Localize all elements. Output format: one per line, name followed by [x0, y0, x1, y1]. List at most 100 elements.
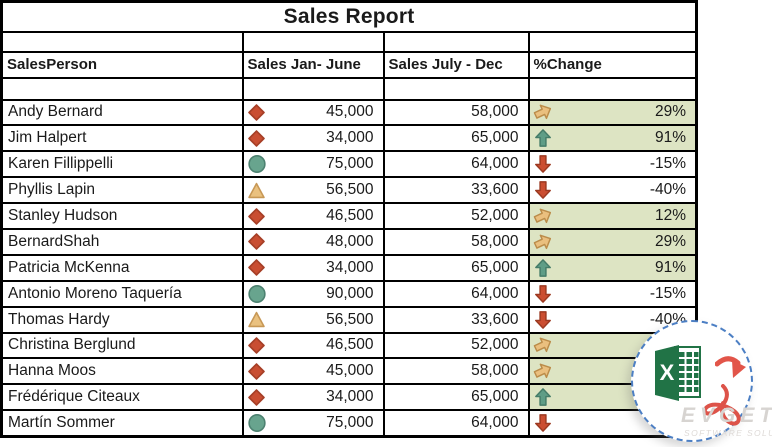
jan-june-value: 56,500 [326, 181, 374, 199]
july-dec-value: 58,000 [382, 227, 530, 256]
table-row: Patricia McKenna 34,000 65,000 91% [0, 253, 698, 282]
jan-june-value: 56,500 [326, 310, 374, 328]
diamond-icon [247, 388, 265, 406]
jan-june-value: 90,000 [326, 284, 374, 302]
spacer-cell [382, 30, 530, 53]
jan-june-value: 34,000 [326, 258, 374, 276]
table-row: Karen Fillippelli 75,000 64,000 -15% [0, 150, 698, 179]
july-dec-value: 58,000 [382, 98, 530, 127]
salesperson-name: Hanna Moos [0, 357, 244, 386]
change-value: 12% [654, 336, 686, 354]
arrow-up-icon [534, 388, 552, 407]
salesperson-name: Thomas Hardy [0, 305, 244, 334]
diamond-icon [247, 259, 265, 277]
salesperson-name: Frédérique Citeaux [0, 383, 244, 412]
spacer-cell [382, 76, 530, 101]
triangle-icon [247, 182, 265, 199]
circle-icon [247, 413, 266, 432]
table-row: Christina Berglund 46,500 52,000 12% [0, 331, 698, 360]
july-dec-value: 64,000 [382, 279, 530, 308]
july-dec-value: 65,000 [382, 124, 530, 153]
table-row: Thomas Hardy 56,500 33,600 -40% [0, 305, 698, 334]
jan-june-value: 34,000 [326, 129, 374, 147]
table-row: Antonio Moreno Taquería 90,000 64,000 -1… [0, 279, 698, 308]
july-dec-value: 33,600 [382, 305, 530, 334]
change-value: -15% [649, 413, 686, 431]
spacer-cell [241, 30, 385, 53]
table-row: Hanna Moos 45,000 58,000 29% [0, 357, 698, 386]
change-value: 91% [654, 388, 686, 406]
spacer-cell [527, 30, 698, 53]
spacer-row [0, 76, 698, 101]
arrow-down-icon [534, 155, 552, 174]
table-row: Andy Bernard 45,000 58,000 29% [0, 98, 698, 127]
arrow-down-icon [534, 284, 552, 303]
change-value: 12% [654, 207, 686, 224]
diamond-icon [247, 130, 265, 147]
july-dec-value: 52,000 [382, 331, 530, 360]
salesperson-name: Martín Sommer [0, 409, 244, 438]
circle-icon [247, 155, 266, 174]
spacer-cell [0, 30, 244, 53]
salesperson-name: Jim Halpert [0, 124, 244, 153]
column-header-jan-june: Sales Jan- June [241, 50, 385, 79]
salesperson-name: Andy Bernard [0, 98, 244, 127]
table-row: Jim Halpert 34,000 65,000 91% [0, 124, 698, 153]
salesperson-name: BernardShah [0, 227, 244, 256]
arrow-flat-icon [533, 362, 552, 380]
table-row: Stanley Hudson 46,500 52,000 12% [0, 202, 698, 230]
title-row: Sales Report [0, 0, 698, 33]
july-dec-value: 65,000 [382, 253, 530, 282]
table-row: Phyllis Lapin 56,500 33,600 -40% [0, 176, 698, 205]
arrow-flat-icon [533, 207, 552, 225]
convert-arrow-icon [715, 356, 746, 378]
change-value: -15% [649, 284, 686, 302]
jan-june-value: 75,000 [326, 413, 374, 431]
arrow-down-icon [534, 181, 552, 199]
change-value: 91% [654, 258, 686, 276]
diamond-icon [247, 337, 265, 354]
salesperson-name: Stanley Hudson [0, 202, 244, 230]
salesperson-name: Karen Fillippelli [0, 150, 244, 179]
july-dec-value: 33,600 [382, 176, 530, 205]
salesperson-name: Christina Berglund [0, 331, 244, 360]
arrow-flat-icon [533, 103, 552, 121]
july-dec-value: 64,000 [382, 409, 530, 438]
change-value: 29% [654, 103, 686, 121]
change-value: 91% [654, 129, 686, 147]
triangle-icon [247, 311, 265, 328]
change-value: 29% [654, 232, 686, 250]
jan-june-value: 46,500 [326, 336, 374, 354]
salesperson-name: Phyllis Lapin [0, 176, 244, 205]
arrow-flat-icon [533, 233, 552, 251]
spacer-cell [527, 76, 698, 101]
arrow-down-icon [534, 414, 552, 432]
column-header-salesperson: SalesPerson [0, 50, 244, 79]
sales-report-table: Sales Report SalesPerson Sales Jan- June… [0, 0, 698, 438]
change-value: -15% [649, 155, 686, 173]
circle-icon [247, 284, 266, 303]
july-dec-value: 58,000 [382, 357, 530, 386]
jan-june-value: 46,500 [326, 207, 374, 224]
jan-june-value: 45,000 [326, 103, 374, 121]
diamond-icon [247, 207, 265, 225]
spacer-row [0, 30, 698, 53]
jan-june-value: 45,000 [326, 362, 374, 380]
arrow-up-icon [534, 129, 552, 148]
column-header-july-dec: Sales July - Dec [382, 50, 530, 79]
jan-june-value: 34,000 [326, 388, 374, 406]
header-row: SalesPerson Sales Jan- June Sales July -… [0, 50, 698, 79]
table-row: BernardShah 48,000 58,000 29% [0, 227, 698, 256]
jan-june-value: 48,000 [326, 232, 374, 250]
pdf-icon [702, 384, 741, 426]
diamond-icon [247, 104, 265, 121]
change-value: -40% [649, 181, 686, 199]
page-title: Sales Report [0, 0, 698, 33]
change-value: 29% [654, 362, 686, 380]
table-body: Andy Bernard 45,000 58,000 29% Jim Halpe… [0, 98, 698, 438]
table-row: Martín Sommer 75,000 64,000 -15% [0, 409, 698, 438]
diamond-icon [247, 363, 265, 380]
spacer-cell [241, 76, 385, 101]
column-header-change: %Change [527, 50, 698, 79]
